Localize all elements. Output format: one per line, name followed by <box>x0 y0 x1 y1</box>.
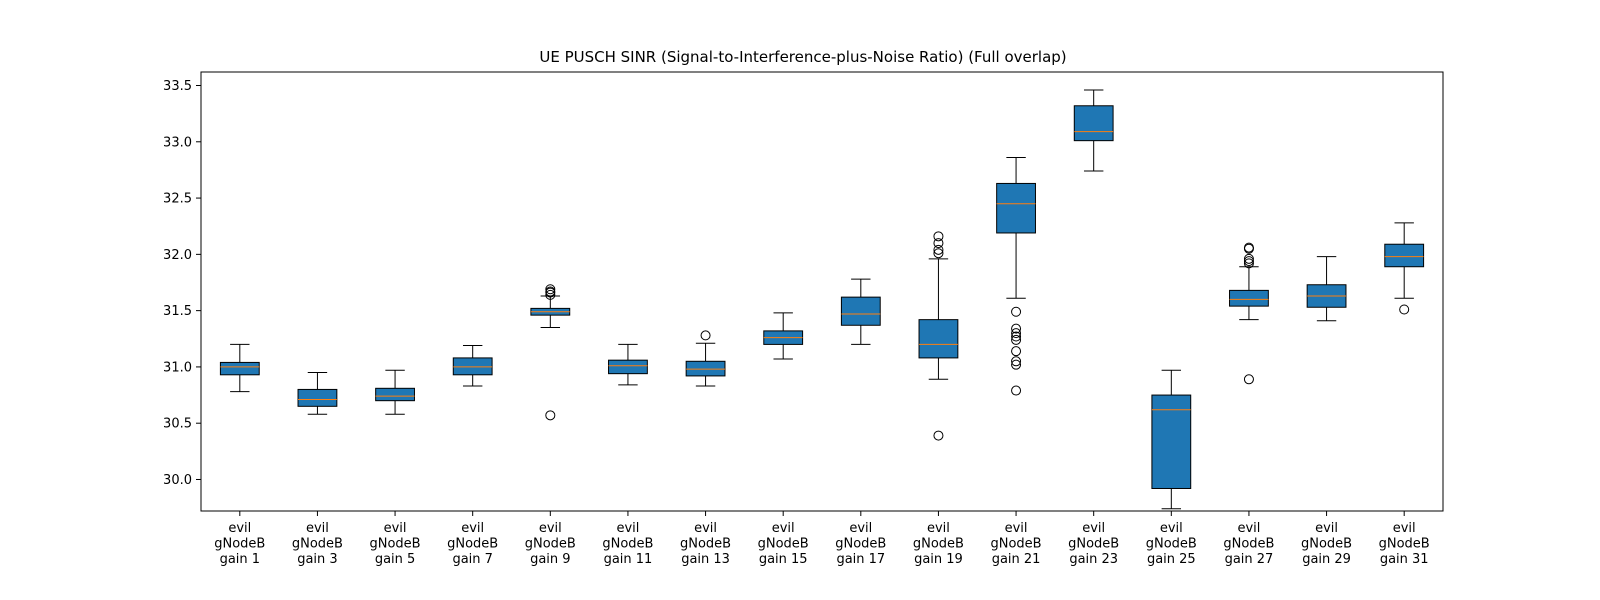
box-group <box>608 343 648 386</box>
outlier-point <box>545 410 556 421</box>
outlier-point <box>1011 334 1022 345</box>
y-tick-label: 30.5 <box>163 417 192 432</box>
plot-frame <box>200 71 1444 512</box>
x-tick-label: evil gNodeB gain 19 <box>913 521 964 567</box>
plot-area <box>219 89 1425 510</box>
outlier-point <box>1011 331 1022 342</box>
outlier-point <box>1011 359 1022 370</box>
outlier-point <box>545 286 556 297</box>
chart-title: UE PUSCH SINR (Signal-to-Interference-pl… <box>539 48 1066 66</box>
x-tick-label: evil gNodeB gain 7 <box>447 521 498 567</box>
outlier-point <box>545 284 556 295</box>
outlier-point <box>1011 346 1022 357</box>
outlier-point <box>700 330 711 341</box>
box <box>219 361 260 376</box>
x-tick-label: evil gNodeB gain 29 <box>1301 521 1352 567</box>
x-tick-label: evil gNodeB gain 23 <box>1068 521 1119 567</box>
y-tick-label: 30.0 <box>163 473 192 488</box>
y-tick-label: 32.0 <box>163 248 192 263</box>
box-group <box>996 157 1036 396</box>
outlier-point <box>1011 328 1022 339</box>
box <box>1151 394 1192 489</box>
x-tick-label: evil gNodeB gain 17 <box>835 521 886 567</box>
outlier-point <box>545 289 556 300</box>
outlier-point <box>933 231 944 242</box>
y-tick-label: 31.0 <box>163 360 192 375</box>
box-group <box>918 231 959 441</box>
outlier-point <box>1011 356 1022 367</box>
outlier-point <box>1243 256 1254 267</box>
outlier-point <box>1011 306 1022 317</box>
x-tick-label: evil gNodeB gain 9 <box>525 521 576 567</box>
outlier-point <box>1243 253 1254 264</box>
box-group <box>1229 242 1269 385</box>
box <box>452 357 493 376</box>
outlier-point <box>1243 258 1254 269</box>
y-tick-label: 32.5 <box>163 192 192 207</box>
x-tick-label: evil gNodeB gain 3 <box>292 521 343 567</box>
outlier-point <box>933 244 944 255</box>
box <box>297 388 338 407</box>
x-tick-label: evil gNodeB gain 21 <box>991 521 1042 567</box>
box <box>840 296 881 326</box>
outlier-point <box>933 238 944 249</box>
box-group <box>375 369 415 415</box>
outlier-point <box>1243 374 1254 385</box>
y-tick-label: 33.5 <box>163 79 192 94</box>
outlier-point <box>1011 323 1022 334</box>
x-tick-label: evil gNodeB gain 15 <box>758 521 809 567</box>
x-tick-label: evil gNodeB gain 13 <box>680 521 731 567</box>
box-group <box>452 345 493 387</box>
box <box>1073 105 1114 142</box>
x-tick-label: evil gNodeB gain 11 <box>602 521 653 567</box>
x-tick-label: evil gNodeB gain 5 <box>370 521 421 567</box>
x-tick-label: evil gNodeB gain 1 <box>214 521 265 567</box>
box <box>918 319 959 359</box>
outlier-point <box>933 430 944 441</box>
box-group <box>1306 256 1347 322</box>
box <box>608 359 648 375</box>
y-tick-label: 31.5 <box>163 304 192 319</box>
box <box>1229 289 1269 307</box>
x-axis: evil gNodeB gain 1 evil gNodeB gain 3 evil gNod… <box>214 511 1430 567</box>
y-tick-label: 33.0 <box>163 135 192 150</box>
box <box>375 387 415 402</box>
box-group <box>297 372 338 415</box>
box-group <box>1073 89 1114 172</box>
box-group <box>840 278 881 345</box>
y-axis: 30.0 30.5 31.0 31.5 32.0 32.5 33.0 33.5 <box>163 79 201 488</box>
box <box>685 360 726 377</box>
box-group <box>1151 369 1192 510</box>
outlier-point <box>933 248 944 259</box>
x-tick-label: evil gNodeB gain 31 <box>1379 521 1430 567</box>
box-group <box>685 330 726 387</box>
x-tick-label: evil gNodeB gain 25 <box>1146 521 1197 567</box>
outlier-point <box>1011 385 1022 396</box>
box <box>996 182 1036 234</box>
outlier-point <box>1243 242 1254 253</box>
box-group <box>219 343 260 393</box>
box-group <box>763 312 804 360</box>
box <box>1384 243 1425 268</box>
box-group <box>530 284 571 421</box>
x-tick-label: evil gNodeB gain 27 <box>1223 521 1274 567</box>
outlier-point <box>1399 304 1410 315</box>
box-group <box>1384 222 1425 315</box>
